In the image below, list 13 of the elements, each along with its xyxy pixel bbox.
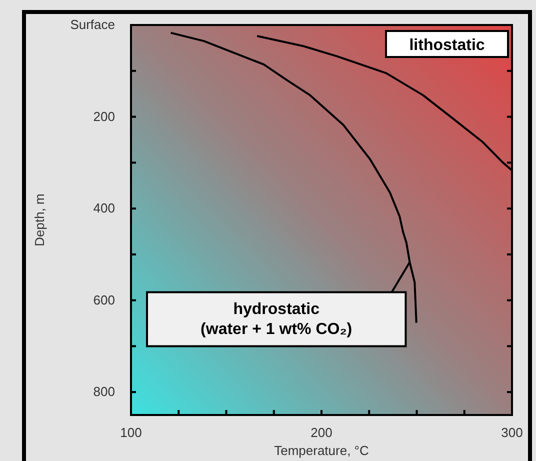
y-tick-label: Surface <box>70 17 115 32</box>
annotation: hydrostatic (water + 1 wt% CO₂) <box>200 301 352 338</box>
annotation: lithostatic <box>409 37 485 54</box>
x-axis-title: Temperature, °C <box>274 443 369 458</box>
y-tick-label: 600 <box>93 292 115 308</box>
y-tick-label: 800 <box>93 384 115 400</box>
x-tick-label: 100 <box>120 425 142 440</box>
x-tick-label: 300 <box>501 425 523 440</box>
y-axis-title: Depth, m <box>32 194 47 246</box>
y-tick-label: 200 <box>93 108 115 124</box>
y-tick-label: 400 <box>93 200 115 216</box>
x-tick-label: 200 <box>310 425 332 440</box>
label-box: lithostatic <box>385 30 509 58</box>
